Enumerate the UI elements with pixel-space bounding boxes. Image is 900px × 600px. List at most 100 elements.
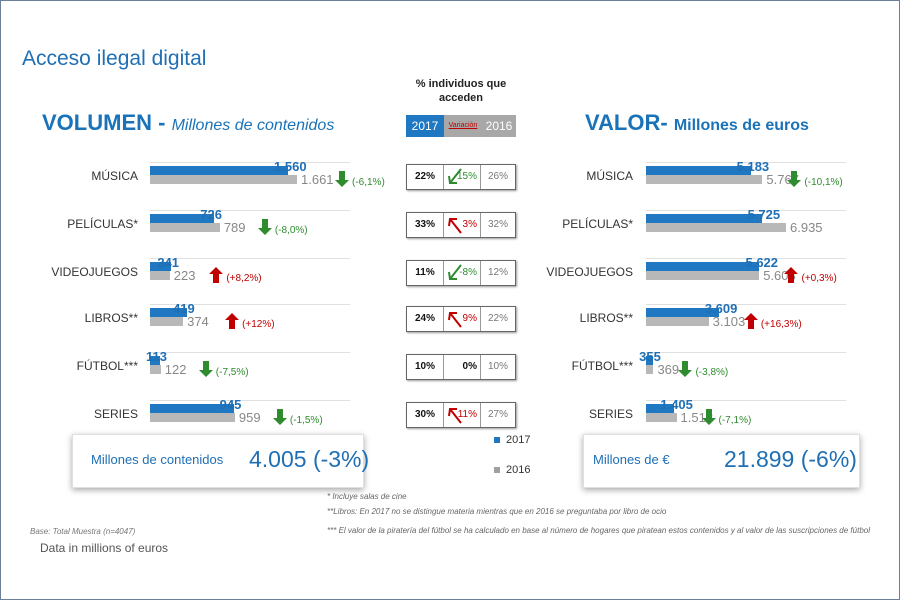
valor-total-label: Millones de € [593,452,670,467]
volumen-title-sub: Millones de contenidos [171,117,335,134]
volumen-value-2016: 374 [187,314,209,329]
pct-row: 33% 3% 32% [406,212,516,238]
note-1: * Incluye salas de cine [327,492,407,501]
legend-2016-label: 2016 [506,464,531,476]
diagonal-down-arrow-icon [447,264,463,282]
valor-row-label: VIDEOJUEGOS [546,265,633,279]
data-units-note: Data in millions of euros [40,541,169,553]
volumen-change-label: (-1,5%) [289,415,323,426]
valor-bar-2017 [646,214,762,223]
legend-2017-swatch [494,437,500,444]
up-arrow-icon [784,267,799,283]
volumen-value-2016: 959 [238,410,261,425]
valor-change-label: (-3,8%) [695,367,729,378]
legend-2016-swatch [494,467,500,474]
valor-title-sub: Millones de euros [673,117,809,134]
pct-variation-value: -15% [453,171,477,182]
valor-bar-2017 [646,166,751,175]
valor-value-2017: 5.183 [736,159,770,174]
down-arrow-icon [257,219,272,235]
volumen-row-line [150,400,350,401]
valor-title: VALOR- Millones de euros [585,110,809,136]
pct-row: 24% 9% 22% [406,306,516,332]
valor-value-2017: 5.725 [747,207,781,222]
pct-variation-value: 9% [462,313,477,324]
volumen-bar-2017 [150,214,215,223]
valor-bar-2016 [646,413,677,422]
valor-bar-2017 [646,308,719,317]
volumen-row-line [150,352,350,353]
pct-2016-cell: 10% [487,361,508,372]
valor-change-label: (-7,1%) [718,415,752,426]
volumen-bar-2017 [150,166,289,175]
valor-change-label: (+16,3%) [760,319,802,330]
valor-change-label: (+0,3%) [801,273,837,284]
down-arrow-icon [198,361,213,377]
note-3: *** El valor de la piratería del fútbol … [327,526,870,535]
volumen-bar-2016 [150,413,235,422]
volumen-change-label: (-8,0%) [274,225,308,236]
volumen-change-label: (-6,1%) [352,177,385,188]
volumen-total-box: Millones de contenidos 4.005 (-3%) [72,434,369,488]
volumen-value-2017: 1.560 [274,159,307,174]
volumen-row-line [150,304,350,305]
volumen-total-value: 4.005 (-3%) [249,446,370,472]
valor-row-label: SERIES [588,407,633,421]
pct-2016-cell: 27% [487,409,508,420]
volumen-row-label: VIDEOJUEGOS [51,265,138,279]
volumen-row-label: MÚSICA [91,169,138,183]
pct-2017-cell: 33% [407,213,444,237]
valor-row-line [646,400,846,401]
down-arrow-icon [701,409,716,425]
volumen-value-2017: 945 [219,397,242,412]
pct-variation-cell: 9% [444,307,481,331]
volumen-bar-2017 [150,308,188,317]
valor-row-label: PELÍCULAS* [562,217,633,231]
diagonal-up-arrow-icon [447,310,463,328]
volumen-value-2016: 1.661 [301,172,334,187]
valor-bar-2016 [646,271,760,280]
valor-row-line [646,258,846,259]
valor-value-2017: 355 [639,349,661,364]
up-arrow-icon [209,267,224,283]
volumen-bar-2017 [150,262,172,271]
volumen-row-label: LIBROS** [84,311,138,325]
valor-bar-2016 [646,223,786,232]
valor-row-line [646,304,846,305]
volumen-bar-2017 [150,404,234,413]
volumen-value-2016: 223 [173,268,196,283]
volumen-bar-2017 [150,356,160,365]
pct-2017-cell: 30% [407,403,444,427]
volumen-bar-2016 [150,175,297,184]
valor-total-value: 21.899 (-6%) [724,446,857,472]
pct-2017-cell: 10% [407,355,444,379]
pct-variation-cell: -15% [444,165,481,189]
pct-variation-value: -8% [459,267,477,278]
pct-variation-cell: 0% [444,355,481,379]
pct-variation-value: 3% [462,219,477,230]
volumen-value-2016: 122 [164,362,187,377]
volumen-bar-2016 [150,317,184,326]
volumen-value-2017: 241 [157,255,180,270]
pct-variation-cell: 11% [444,403,481,427]
volumen-change-label: (-7,5%) [215,367,249,378]
valor-title-main: VALOR- [585,110,674,135]
pct-row: 22% -15% 26% [406,164,516,190]
volumen-title-main: VOLUMEN - [42,110,172,135]
legend-2016: 2016 [494,464,530,476]
valor-value-2016: 6.935 [790,220,823,235]
volumen-row-label: FÚTBOL*** [76,359,138,373]
volumen-row-label: PELÍCULAS* [67,217,138,231]
valor-value-2016: 369 [657,362,680,377]
pct-col-variacion: Variación [444,115,482,137]
volumen-title: VOLUMEN - Millones de contenidos [42,110,334,136]
valor-row-line [646,210,846,211]
volumen-row-line [150,258,350,259]
down-arrow-icon [787,171,802,187]
volumen-value-2017: 113 [146,349,167,364]
volumen-row-line [150,162,350,163]
note-2: **Libros: En 2017 no se distingue materi… [327,507,667,516]
valor-value-2017: 5.622 [745,255,779,270]
valor-value-2017: 3.609 [704,301,738,316]
volumen-change-label: (+8,2%) [226,273,262,284]
